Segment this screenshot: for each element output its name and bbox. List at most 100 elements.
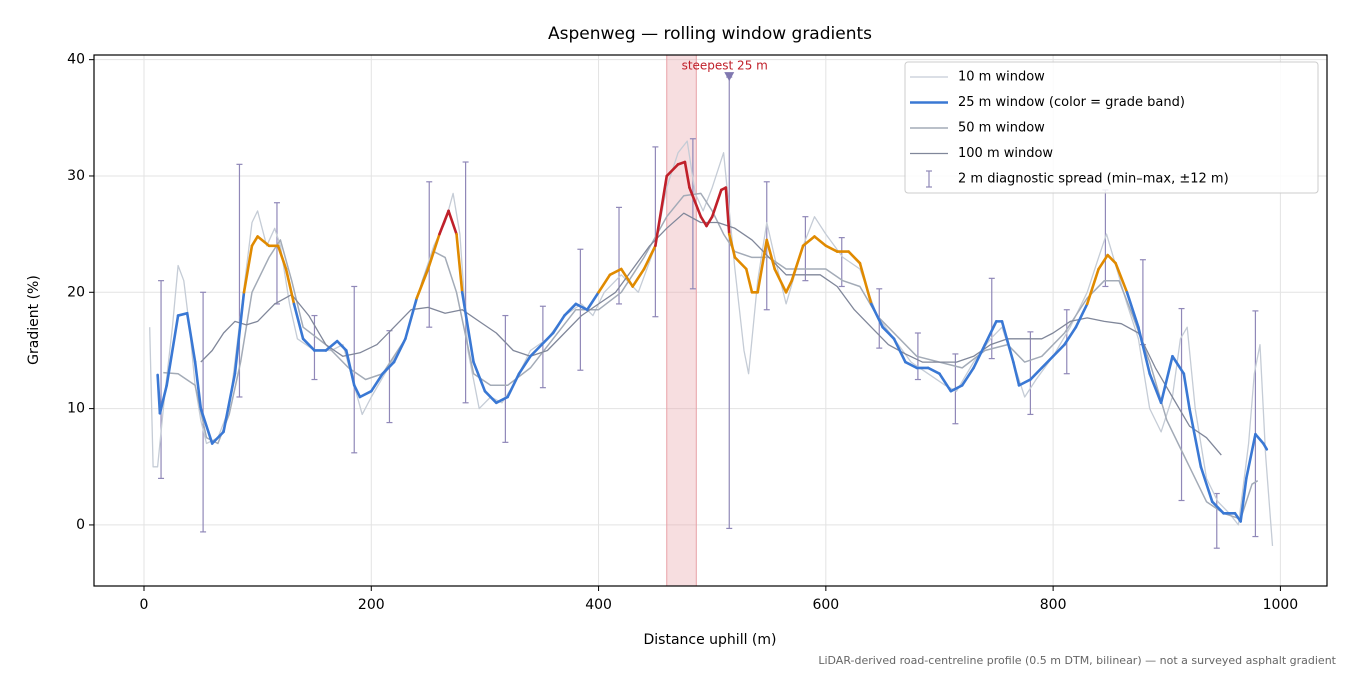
line-segment [344,349,356,387]
line-segment [654,174,669,248]
line-segment [250,235,259,248]
legend-box [904,61,1319,194]
line-segment [233,290,246,376]
line-segment [301,337,316,352]
line-segment [926,366,941,376]
plot-area [149,55,1274,586]
line-segment [1085,267,1100,306]
line-segment [242,244,254,294]
series-line [149,140,1274,546]
line-segment [1114,261,1129,294]
line-segment [1040,354,1055,370]
line-segment [165,314,180,387]
x-tick-label: 600 [812,597,839,613]
line-segment [710,188,723,218]
line-segment [369,372,384,393]
x-tick-label: 400 [585,597,612,613]
line-segment [540,331,555,346]
line-segment [960,366,975,387]
line-segment [1063,325,1078,346]
line-segment [1051,343,1066,358]
line-segment [156,373,162,415]
line-segment [727,232,737,259]
line-segment [210,430,225,445]
line-segment [494,395,509,405]
legend-label: 10 m window [958,70,1045,85]
plot-frame [93,54,1328,587]
line-segment [335,339,348,352]
y-tick-label: 0 [76,517,85,533]
line-segment [1074,302,1089,329]
line-segment [256,235,271,248]
line-segment [904,360,919,370]
line-segment [506,372,521,399]
line-segment [381,360,396,376]
line-segment [688,186,703,218]
line-segment [551,314,566,335]
line-segment [847,250,862,265]
line-segment [631,267,646,288]
line-segment [392,337,407,364]
legend-label: 2 m diagnostic spread (min–max, ±12 m) [958,172,1229,187]
line-segment [529,343,544,358]
line-segment [352,384,362,399]
line-segment [222,372,237,434]
line-segment [870,302,884,329]
line-segment [460,290,475,364]
line-segment [585,290,600,312]
line-segment [176,311,189,317]
line-segment [683,160,691,189]
error-bar [426,181,433,328]
error-bar [1027,331,1034,416]
line-segment [1000,320,1015,364]
legend-label: 25 m window (color = grade band) [958,95,1185,110]
legend-label: 50 m window [958,121,1045,136]
line-segment [665,163,680,178]
line-segment [858,261,873,306]
error-bar [502,314,509,443]
chart-title: Aspenweg — rolling window gradients [548,24,872,44]
line-segment [1210,500,1225,515]
line-segment [447,209,458,236]
x-axis-label: Distance uphill (m) [644,632,777,648]
error-bar [689,138,696,290]
line-segment [1182,372,1191,410]
highlight-span [666,55,697,586]
line-segment [744,267,754,294]
line-segment [1097,253,1109,271]
error-bar [988,277,995,360]
line-segment [276,244,288,271]
line-segment [426,232,441,271]
line-segment [292,302,305,341]
line-segment [1029,366,1044,381]
y-tick-label: 40 [67,52,85,68]
line-segment [642,244,657,271]
line-segment [597,273,612,294]
line-segment [517,354,532,376]
line-segment [813,235,828,248]
line-segment [801,235,816,248]
peak-marker [724,72,735,82]
line-segment [438,209,450,236]
line-segment [608,267,623,277]
x-tick-label: 1000 [1263,597,1299,613]
line-segment [938,372,953,393]
line-segment [1245,432,1257,480]
line-segment [705,215,714,228]
y-tick-label: 20 [67,284,85,300]
line-segment [1199,465,1214,503]
error-bar [652,146,659,318]
line-segment [824,244,839,253]
line-segment [790,244,805,282]
series-line [163,192,1259,520]
error-bar [351,285,358,454]
line-segment [733,256,748,271]
line-segment [563,302,578,317]
line-segment [724,186,731,236]
line-segment [1254,432,1265,445]
line-segment [1148,372,1163,405]
error-bar [1213,492,1220,549]
line-segment [881,325,896,341]
error-bar [236,163,243,398]
y-axis-label: Gradient (%) [26,275,42,365]
